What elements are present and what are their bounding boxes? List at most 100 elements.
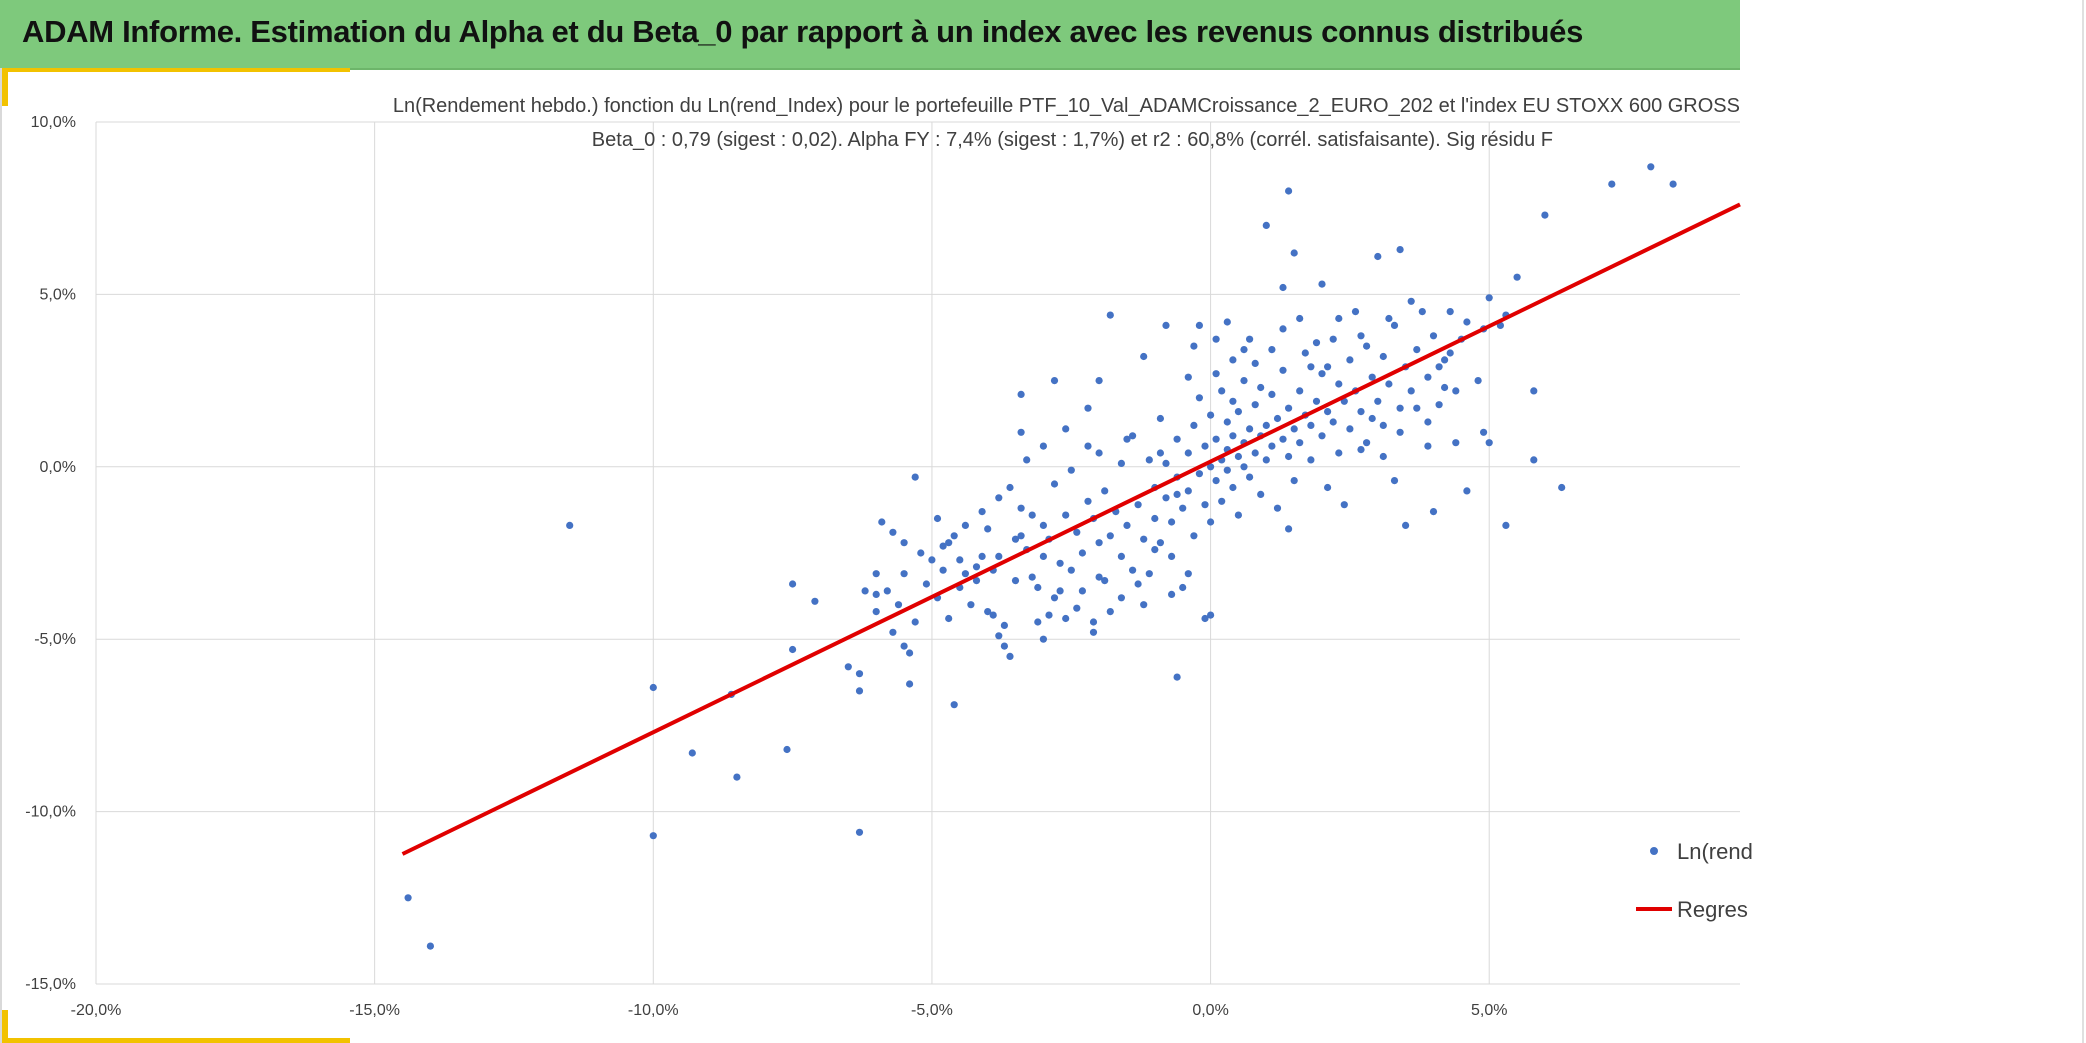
data-point (1190, 421, 1198, 429)
data-point (1017, 428, 1025, 436)
regression-line (401, 202, 1741, 856)
data-point (872, 570, 880, 578)
data-point (1184, 487, 1192, 495)
data-point (1335, 314, 1343, 323)
data-point (1140, 535, 1148, 543)
data-point (1039, 521, 1047, 530)
data-point (1062, 511, 1070, 519)
data-point (928, 556, 936, 564)
x-tick-label: -5,0% (911, 1002, 953, 1019)
data-point (1385, 380, 1393, 388)
data-point (1168, 590, 1176, 599)
data-point (1285, 525, 1293, 533)
data-point (900, 642, 908, 650)
data-point (1396, 246, 1404, 254)
data-point (1351, 308, 1360, 316)
data-point (1207, 611, 1215, 619)
data-point (1106, 532, 1114, 540)
data-point (1290, 477, 1298, 485)
data-point (1168, 518, 1176, 526)
data-point (1123, 435, 1131, 443)
data-point (1067, 566, 1075, 574)
data-point (1273, 504, 1282, 512)
data-point (1463, 318, 1471, 326)
data-point (872, 608, 880, 616)
data-point (1385, 314, 1393, 323)
data-point (1073, 604, 1081, 612)
data-point (1463, 487, 1471, 495)
data-point (900, 570, 908, 578)
data-point (1234, 511, 1242, 519)
data-point (1223, 466, 1231, 474)
data-point (1480, 428, 1488, 436)
data-point (1485, 439, 1493, 447)
data-point (811, 597, 819, 605)
legend-marker-points (1650, 847, 1658, 855)
data-point (1413, 404, 1421, 412)
data-point (1240, 377, 1248, 385)
data-point (789, 645, 797, 654)
data-point (1257, 490, 1265, 498)
data-point (1251, 359, 1259, 367)
data-point (1558, 483, 1566, 492)
data-point (1307, 456, 1315, 464)
data-point (1184, 373, 1192, 381)
data-point (1452, 439, 1460, 447)
data-point (950, 532, 958, 540)
data-point (1067, 466, 1075, 474)
data-point (1223, 318, 1231, 326)
data-point (1039, 552, 1047, 561)
data-point (1290, 249, 1298, 257)
data-point (1234, 408, 1242, 416)
data-point (1089, 628, 1098, 636)
data-point (1324, 408, 1332, 416)
data-point (1140, 601, 1148, 609)
x-tick-label: 5,0% (1471, 1002, 1507, 1019)
data-point (1006, 652, 1014, 661)
data-point (1402, 521, 1410, 530)
data-point (1000, 621, 1009, 630)
x-tick-label: -15,0% (349, 1002, 400, 1019)
data-point (1307, 363, 1315, 371)
data-point (1195, 394, 1203, 402)
data-point (426, 942, 434, 950)
data-point (1446, 308, 1454, 316)
data-point (566, 521, 574, 530)
data-point (1441, 356, 1449, 364)
y-tick-label: 10,0% (31, 114, 76, 131)
data-point (1363, 342, 1371, 350)
data-point (1156, 539, 1164, 547)
data-point (1251, 401, 1259, 409)
data-point (1262, 221, 1270, 229)
data-point (1084, 404, 1092, 412)
data-point (1062, 425, 1070, 433)
data-point (889, 628, 897, 636)
data-point (1095, 573, 1103, 581)
data-point (1212, 335, 1220, 343)
data-point (978, 552, 986, 561)
data-point (1296, 439, 1304, 447)
data-point (995, 494, 1003, 502)
data-point (961, 570, 970, 578)
data-point (1050, 377, 1059, 385)
data-point (1335, 449, 1343, 457)
data-point (1357, 332, 1365, 340)
data-point (1028, 511, 1036, 519)
data-point (1073, 528, 1081, 536)
data-point (1106, 608, 1114, 616)
data-point (1279, 325, 1287, 333)
data-point (688, 749, 696, 757)
data-point (1078, 549, 1086, 557)
data-point (1240, 463, 1248, 471)
data-point (956, 556, 964, 564)
data-point (939, 542, 947, 550)
data-point (1296, 314, 1304, 323)
data-point (1296, 387, 1304, 395)
data-point (1669, 180, 1677, 188)
data-point (1357, 408, 1365, 416)
frame-border-left (0, 68, 2, 1043)
data-point (855, 670, 864, 678)
data-point (649, 832, 657, 840)
data-point (1101, 487, 1109, 495)
data-point (1134, 501, 1142, 509)
